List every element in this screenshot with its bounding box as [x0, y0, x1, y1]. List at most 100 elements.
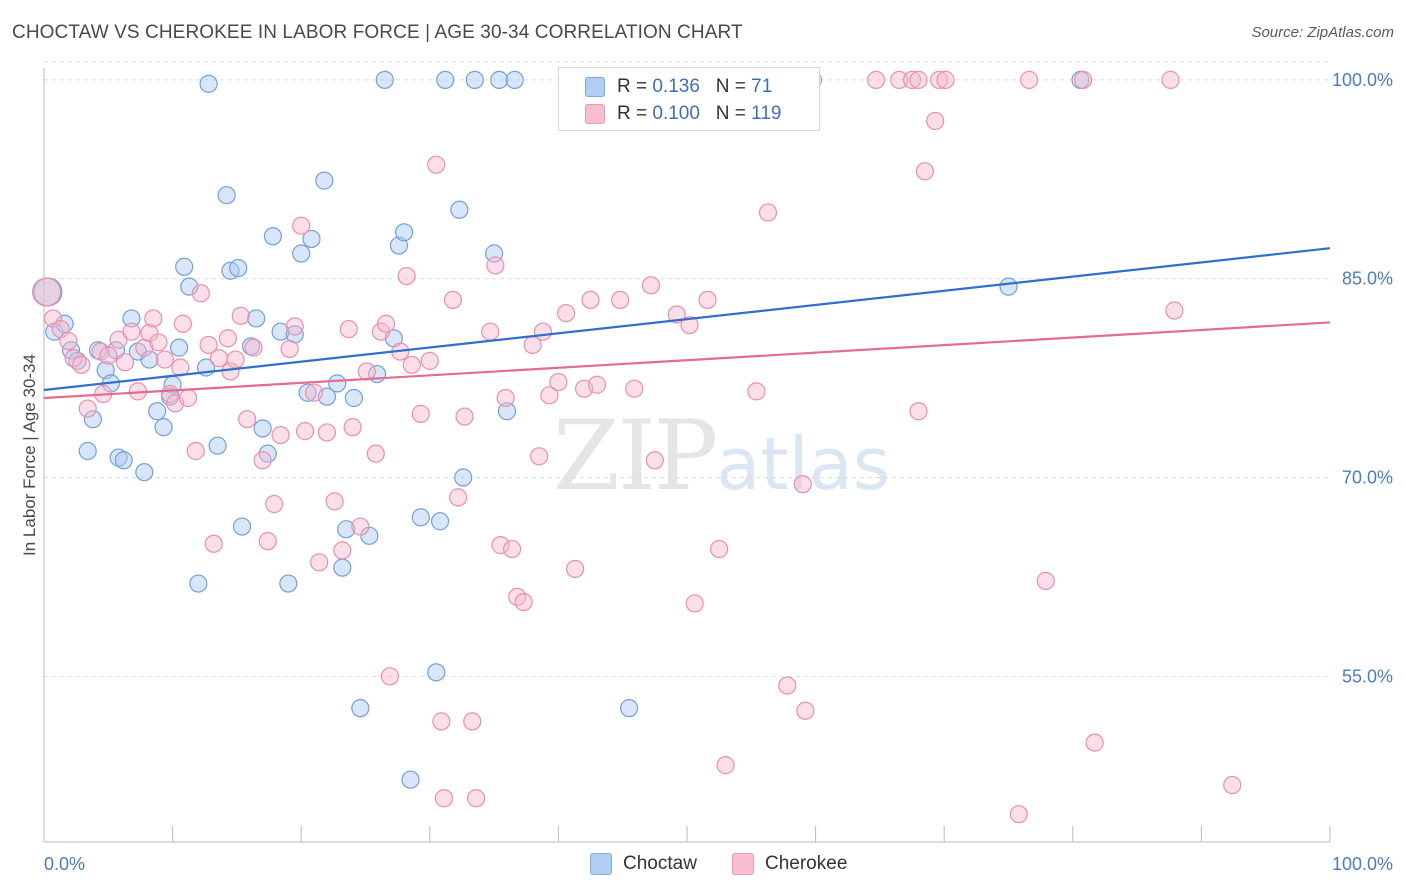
data-point-cherokee [716, 756, 735, 775]
source-credit: Source: ZipAtlas.com [1251, 24, 1394, 41]
legend-text-choctaw: R = 0.136 N = 71 [617, 76, 772, 98]
data-point-choctaw [175, 257, 194, 276]
data-point-choctaw [302, 229, 321, 249]
data-point-choctaw [148, 402, 167, 421]
data-point-choctaw [169, 338, 189, 357]
data-point-cherokee [209, 349, 228, 368]
data-point-cherokee [778, 676, 797, 695]
data-point-cherokee [397, 266, 416, 286]
data-point-cherokee [1165, 301, 1184, 320]
data-point-cherokee [253, 451, 272, 470]
data-point-cherokee [99, 346, 118, 365]
data-point-cherokee [710, 539, 729, 559]
data-point-cherokee [325, 492, 344, 511]
data-point-cherokee [380, 667, 400, 686]
data-point-cherokee [238, 410, 257, 429]
data-point-cherokee [122, 322, 141, 341]
data-point-cherokee [747, 382, 766, 401]
data-point-choctaw [253, 419, 272, 438]
data-point-cherokee [226, 350, 245, 369]
data-point-cherokee [280, 339, 299, 359]
data-point-choctaw [232, 517, 252, 536]
axis-labels: 55.0% 70.0% 85.0% 100.0% 0.0% 100.0% In Labor … [20, 70, 1393, 874]
data-point-choctaw [140, 350, 159, 369]
data-point-cherokee [530, 447, 549, 466]
data-point-cherokee [402, 355, 421, 374]
data-point-cherokee [258, 532, 277, 551]
data-point-cherokee [285, 317, 304, 336]
legend-text-cherokee: R = 0.100 N = 119 [617, 103, 781, 125]
data-point-choctaw [271, 322, 290, 341]
data-point-cherokee [793, 475, 812, 494]
legend-label-choctaw: Choctaw [623, 853, 697, 874]
data-point-choctaw [333, 558, 352, 577]
data-point-cherokee [566, 559, 585, 579]
data-point-cherokee [540, 386, 559, 405]
data-point-cherokee [929, 70, 949, 89]
data-point-cherokee [231, 306, 250, 325]
data-point-choctaw [122, 309, 141, 328]
data-point-choctaw [114, 451, 133, 470]
data-point-choctaw [298, 383, 317, 402]
data-point-cherokee [178, 388, 198, 408]
data-point-cherokee [915, 162, 935, 181]
legend-swatch-cherokee [732, 853, 754, 875]
n-label: N = [715, 103, 746, 124]
data-point-cherokee [491, 536, 510, 555]
data-point-cherokee [448, 488, 468, 507]
data-point-choctaw [337, 520, 356, 539]
data-point-choctaw [401, 770, 420, 789]
data-point-cherokee [581, 290, 600, 310]
data-point-cherokee [1009, 805, 1028, 824]
data-point-cherokee [533, 322, 553, 341]
y-tick-label: 100.0% [1332, 70, 1393, 90]
data-point-cherokee [271, 425, 290, 445]
data-point-cherokee [292, 216, 311, 235]
data-point-cherokee [936, 70, 955, 89]
data-point-cherokee [411, 404, 430, 423]
data-point-choctaw [208, 436, 227, 455]
data-point-cherokee [503, 539, 522, 559]
data-point-cherokee [486, 256, 505, 275]
x-tick-label-start: 0.0% [44, 854, 85, 874]
data-point-choctaw [199, 74, 218, 93]
data-point-cherokee [890, 70, 909, 89]
data-point-cherokee [455, 407, 474, 426]
data-point-cherokee [317, 423, 337, 442]
data-point-choctaw [229, 258, 248, 278]
data-point-cherokee [186, 441, 205, 461]
data-point-cherokee [625, 379, 644, 398]
data-point-choctaw [450, 200, 469, 219]
data-point-choctaw [279, 574, 298, 593]
data-point-cherokee [645, 451, 664, 470]
legend-swatch-cherokee [585, 104, 605, 124]
correlation-legend: R = 0.136 N = 71 R = 0.100 N = 119 [558, 67, 820, 131]
data-point-cherokee [191, 284, 210, 303]
data-point-cherokee [866, 70, 886, 89]
data-point-choctaw [375, 70, 394, 89]
data-point-choctaw [351, 699, 370, 718]
y-tick-label: 70.0% [1342, 468, 1393, 488]
data-point-cherokee [1161, 70, 1180, 89]
data-point-cherokee [218, 329, 237, 348]
data-point-cherokee [557, 304, 576, 323]
series-choctaw [33, 70, 1090, 789]
n-label: N = [715, 76, 746, 97]
watermark-atlas: atlas [716, 422, 891, 506]
data-point-cherokee [496, 388, 515, 408]
data-point-cherokee [641, 276, 661, 295]
r-label: R = [617, 103, 648, 124]
data-point-cherokee [265, 494, 284, 514]
data-point-cherokee [155, 350, 174, 369]
data-point-choctaw [411, 508, 430, 527]
n-value: 71 [751, 76, 773, 97]
data-point-cherokee [310, 553, 329, 572]
data-points [31, 70, 1242, 824]
chart-title: CHOCTAW VS CHEROKEE IN LABOR FORCE | AGE… [12, 22, 743, 43]
data-point-cherokee [1223, 775, 1242, 795]
data-point-cherokee [432, 712, 451, 731]
data-point-cherokee [909, 402, 928, 421]
data-point-choctaw [999, 277, 1018, 296]
data-point-cherokee [698, 290, 717, 310]
